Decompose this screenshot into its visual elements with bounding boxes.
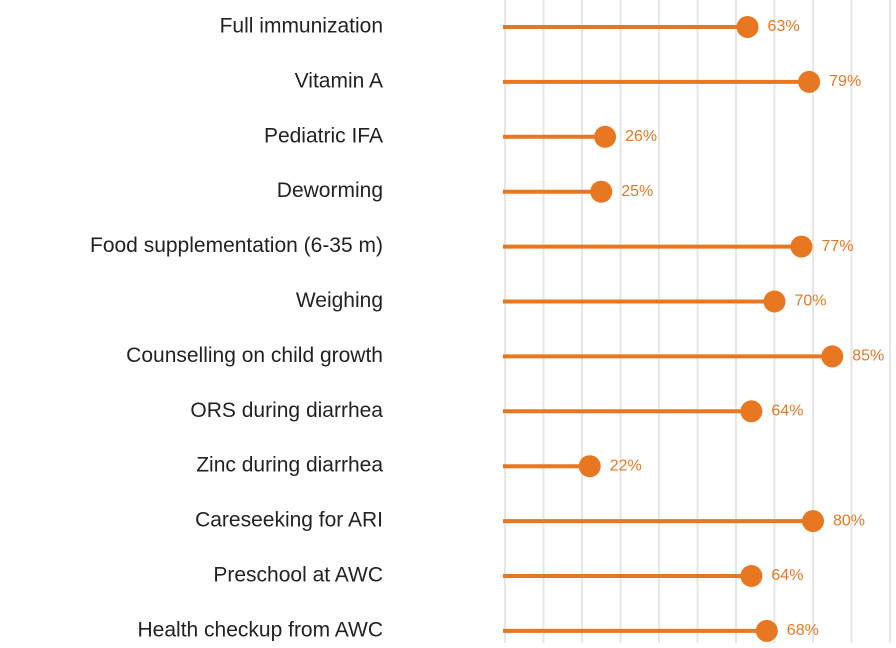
- dot: [736, 16, 759, 38]
- category-label: Deworming: [277, 179, 383, 202]
- dot: [755, 619, 778, 642]
- dot: [578, 455, 601, 478]
- category-label: Counselling on child growth: [126, 344, 383, 367]
- dot: [740, 565, 763, 587]
- dot: [802, 510, 824, 533]
- category-label: Food supplementation (6-35 m): [90, 234, 383, 257]
- value-label: 25%: [621, 183, 653, 200]
- value-label: 77%: [821, 238, 853, 255]
- value-label: 68%: [787, 622, 819, 639]
- value-label: 64%: [771, 403, 803, 420]
- value-label: 80%: [833, 512, 865, 529]
- value-label: 79%: [829, 73, 861, 90]
- dot: [790, 235, 813, 258]
- value-label: 22%: [610, 457, 642, 474]
- dot: [821, 345, 844, 368]
- category-label: Pediatric IFA: [264, 124, 383, 147]
- category-label: Health checkup from AWC: [138, 618, 383, 641]
- category-label: ORS during diarrhea: [190, 399, 383, 422]
- dot: [763, 290, 786, 313]
- dot: [798, 70, 821, 93]
- value-label: 85%: [852, 348, 884, 365]
- value-label: 64%: [771, 567, 803, 584]
- dot: [590, 180, 613, 203]
- category-label: Vitamin A: [295, 69, 383, 92]
- dot: [740, 400, 763, 423]
- category-label: Full immunization: [220, 15, 383, 38]
- value-label: 26%: [625, 128, 657, 145]
- dot: [594, 125, 617, 148]
- value-label: 70%: [795, 293, 827, 310]
- category-label: Zinc during diarrhea: [196, 454, 383, 477]
- category-label: Careseeking for ARI: [195, 509, 383, 532]
- category-label: Weighing: [296, 289, 383, 312]
- value-label: 63%: [768, 18, 800, 35]
- category-label: Preschool at AWC: [213, 564, 383, 587]
